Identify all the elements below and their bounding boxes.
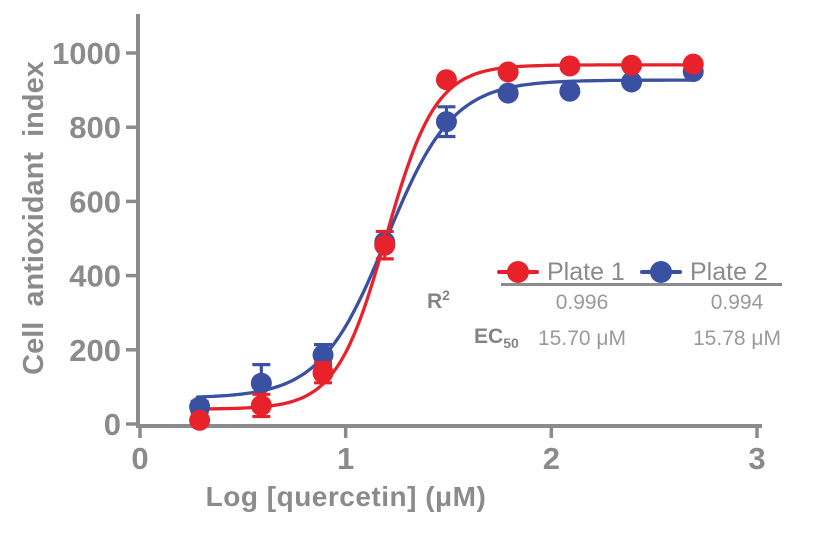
plate-1-marker-icon [497, 259, 539, 285]
series-plate-2 [189, 61, 704, 418]
x-tick-label: 2 [543, 441, 560, 476]
x-axis-title: Log [quercetin] (μM) [205, 481, 487, 512]
r-squared-label-text: R [427, 290, 443, 313]
y-tick-label: 800 [69, 110, 121, 145]
data-point [559, 55, 581, 77]
data-point [250, 394, 272, 416]
x-tick-label: 3 [748, 441, 765, 476]
legend-label-plate-1: Plate 1 [547, 257, 625, 286]
y-axis-title: Cell antioxidant index [18, 61, 50, 375]
fit-curve-plate-1 [195, 63, 700, 411]
x-tick-label: 0 [131, 441, 148, 476]
ec50-label-text: EC [474, 325, 504, 348]
data-point [374, 234, 396, 256]
plate-2-dot-icon [650, 261, 672, 283]
ec50-plate-2-value: 15.78 μM [693, 327, 781, 350]
data-point [621, 71, 643, 93]
data-point [312, 344, 334, 366]
r-squared-superscript: 2 [442, 287, 450, 303]
r-squared-row-label: R2 [427, 287, 450, 314]
y-tick-label: 200 [69, 333, 121, 368]
series-plate-1 [189, 53, 704, 431]
ec50-plate-1-value: 15.70 μM [538, 327, 626, 350]
data-point [312, 362, 334, 384]
ec50-row-label: EC50 [474, 325, 519, 351]
y-tick-label: 1000 [52, 36, 121, 71]
data-point [559, 80, 581, 102]
y-tick-label: 0 [104, 407, 121, 442]
data-point [189, 409, 211, 431]
data-point [250, 372, 272, 394]
x-tick-label: 1 [337, 441, 354, 476]
data-point [497, 61, 519, 83]
r-squared-plate-2-value: 0.994 [710, 291, 764, 314]
ec50-subscript: 50 [503, 335, 519, 352]
y-tick-label: 400 [69, 259, 121, 294]
legend-table-rule [501, 283, 782, 286]
legend-label-plate-2: Plate 2 [690, 257, 768, 286]
axes: 0 1 2 3 0 200 400 600 800 1000 [52, 14, 766, 476]
data-point [435, 111, 457, 133]
legend-item-plate-1: Plate 1 [497, 257, 625, 286]
plate-2-marker-icon [640, 259, 682, 285]
legend-item-plate-2: Plate 2 [640, 257, 768, 286]
plate-1-dot-icon [507, 261, 529, 283]
r-squared-plate-1-value: 0.996 [555, 291, 609, 314]
data-point [435, 69, 457, 91]
data-point [621, 54, 643, 76]
data-point [682, 53, 704, 75]
data-point [497, 82, 519, 104]
y-tick-label: 600 [69, 184, 121, 219]
